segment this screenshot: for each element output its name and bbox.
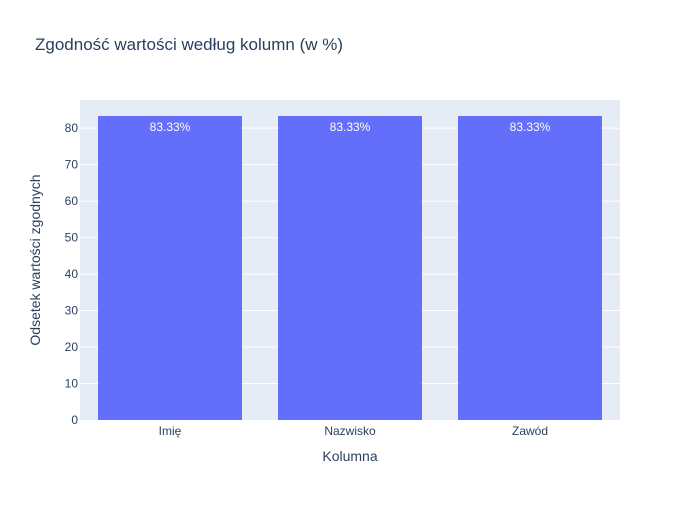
bar-1 — [98, 116, 242, 421]
y-tick-label: 10 — [65, 377, 79, 391]
y-tick-label: 50 — [65, 231, 79, 245]
chart-title: Zgodność wartości według kolumn (w %) — [35, 35, 343, 54]
x-axis-title: Kolumna — [322, 448, 377, 464]
x-tick-label-2: Nazwisko — [324, 424, 376, 438]
bar-2 — [278, 116, 422, 421]
bar-3 — [458, 116, 602, 421]
y-tick-label: 70 — [65, 158, 79, 172]
y-tick-label: 60 — [65, 194, 79, 208]
data-label-1: 83.33% — [150, 120, 191, 134]
data-label-2: 83.33% — [330, 120, 371, 134]
y-axis-ticks: 0 10 20 30 40 50 60 70 80 — [65, 121, 79, 427]
data-label-3: 83.33% — [510, 120, 551, 134]
y-tick-label: 20 — [65, 340, 79, 354]
y-tick-label: 40 — [65, 267, 79, 281]
x-axis-ticks: Imię Nazwisko Zawód — [159, 424, 548, 438]
y-tick-label: 80 — [65, 121, 79, 135]
bars — [98, 116, 602, 421]
y-tick-label: 30 — [65, 304, 79, 318]
data-labels: 83.33% 83.33% 83.33% — [150, 120, 551, 134]
y-axis-title: Odsetek wartości zgodnych — [27, 174, 43, 345]
x-tick-label-3: Zawód — [512, 424, 548, 438]
x-tick-label-1: Imię — [159, 424, 182, 438]
y-tick-label: 0 — [71, 413, 78, 427]
